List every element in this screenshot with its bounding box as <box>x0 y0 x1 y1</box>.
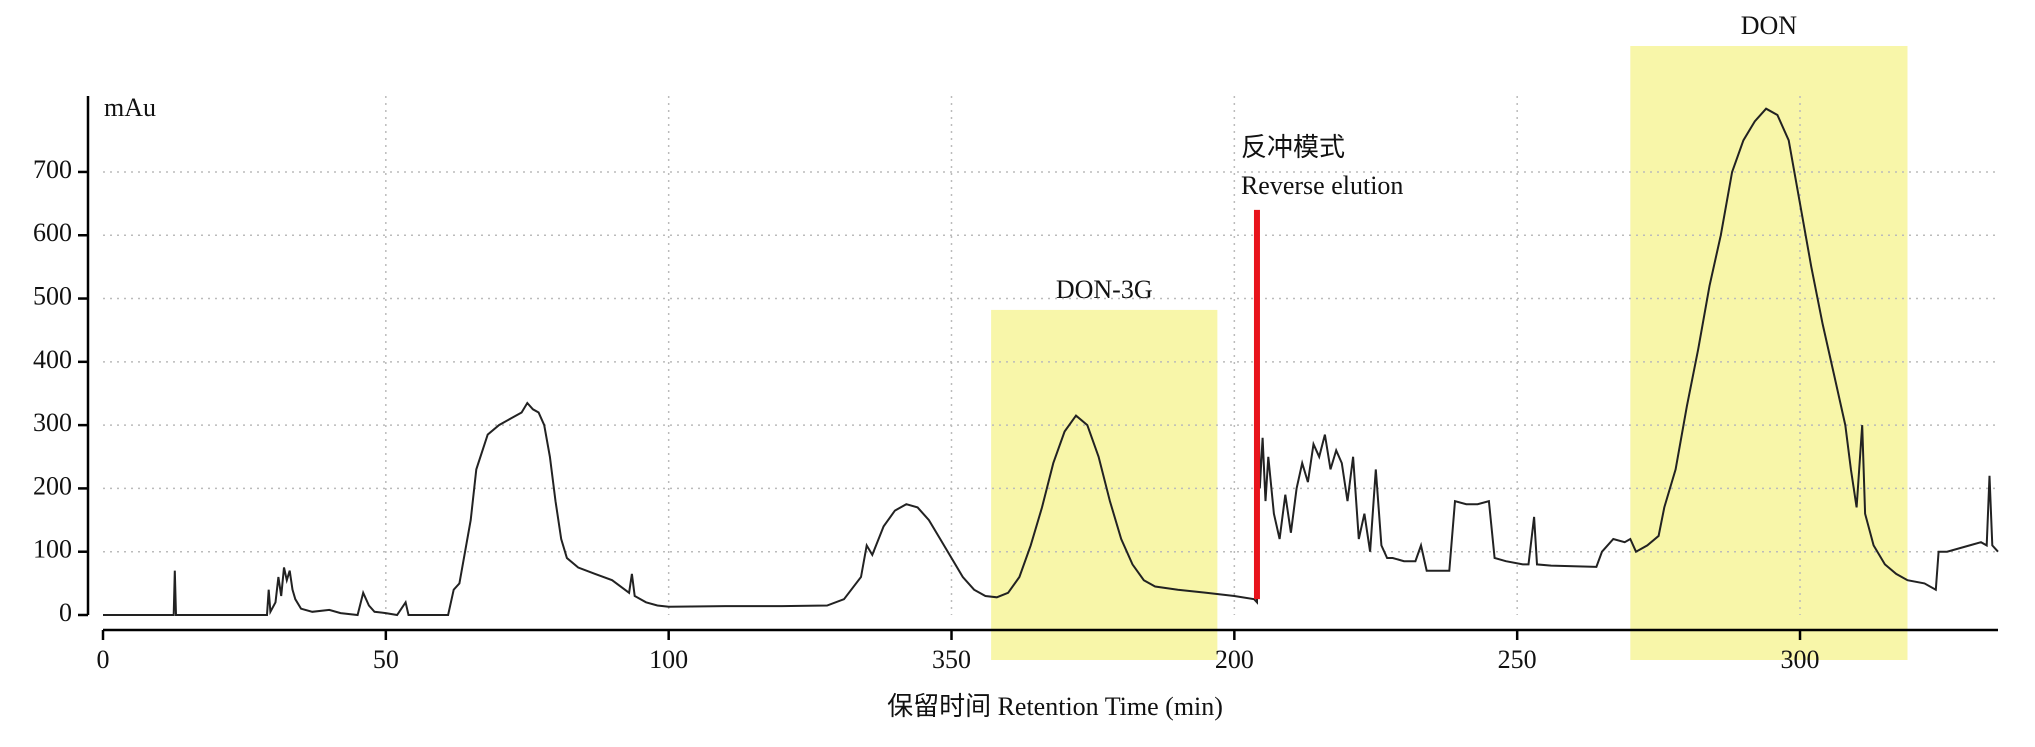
highlight-region <box>991 309 1218 660</box>
highlight-label: DON <box>1741 11 1798 40</box>
y-tick-label: 100 <box>33 535 72 564</box>
x-tick-label: 200 <box>1215 645 1254 674</box>
y-tick-label: 200 <box>33 471 72 500</box>
highlight-region <box>1630 46 1908 660</box>
y-tick-label: 600 <box>33 218 72 247</box>
chromatogram-line <box>103 107 1999 617</box>
y-tick-label: 300 <box>33 408 72 437</box>
y-tick-label: 400 <box>33 345 72 374</box>
x-tick-label: 100 <box>649 645 688 674</box>
y-tick-label: 0 <box>59 598 72 627</box>
x-tick-label: 350 <box>932 645 971 674</box>
highlight-label: DON-3G <box>1056 275 1153 304</box>
x-axis-label: 保留时间 Retention Time (min) <box>887 692 1223 721</box>
y-tick-label: 500 <box>33 282 72 311</box>
annotation-en: Reverse elution <box>1241 171 1403 200</box>
x-tick-label: 0 <box>97 645 110 674</box>
y-unit: mAu <box>104 93 156 122</box>
x-tick-label: 50 <box>373 645 399 674</box>
x-tick-label: 300 <box>1781 645 1820 674</box>
x-tick-label: 250 <box>1498 645 1537 674</box>
annotation-zh: 反冲模式 <box>1241 133 1345 162</box>
y-tick-label: 700 <box>33 155 72 184</box>
